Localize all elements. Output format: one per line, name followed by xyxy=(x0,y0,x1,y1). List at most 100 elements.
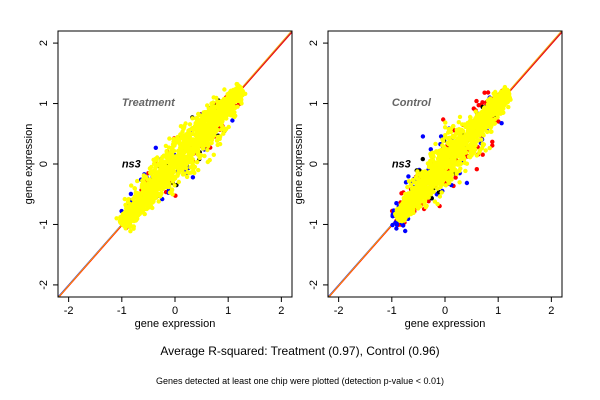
data-point xyxy=(221,99,226,104)
data-point xyxy=(492,121,497,126)
data-point xyxy=(163,159,168,164)
data-point xyxy=(442,125,448,130)
data-point xyxy=(437,194,443,199)
data-point xyxy=(455,141,460,146)
data-point xyxy=(194,159,200,165)
data-point xyxy=(233,88,238,93)
data-point xyxy=(231,103,236,108)
data-point xyxy=(440,158,445,163)
data-point xyxy=(127,217,132,222)
data-point xyxy=(196,167,201,173)
data-point xyxy=(128,229,133,234)
data-point xyxy=(485,90,491,95)
data-point xyxy=(151,191,157,197)
data-point xyxy=(214,119,219,124)
data-point xyxy=(160,154,165,160)
data-point xyxy=(204,136,210,142)
data-point xyxy=(185,155,190,161)
data-point xyxy=(426,199,431,204)
data-point xyxy=(480,143,486,148)
data-point xyxy=(488,114,493,119)
data-point xyxy=(141,177,146,182)
panel-treatment: -2 -1 0 1 2 -2 -1 0 1 2 gene expression gene expres… xyxy=(23,30,293,330)
y-axis-label: gene expression xyxy=(23,124,35,205)
data-point xyxy=(489,123,494,129)
data-point xyxy=(219,127,224,132)
data-point xyxy=(495,112,500,118)
data-point xyxy=(133,195,138,200)
data-point xyxy=(235,82,240,87)
data-point xyxy=(490,117,495,123)
data-point xyxy=(187,122,193,127)
data-point xyxy=(205,103,210,108)
data-point xyxy=(481,106,487,111)
panel-title: Treatment xyxy=(122,97,176,109)
data-point xyxy=(393,220,398,225)
data-point xyxy=(210,135,215,140)
data-point xyxy=(459,147,465,153)
data-point xyxy=(168,166,173,172)
data-point xyxy=(185,138,190,143)
data-point xyxy=(477,111,482,117)
data-point xyxy=(502,90,508,95)
data-point xyxy=(474,167,479,172)
data-point xyxy=(477,150,482,155)
y-tick-label: 0 xyxy=(38,161,50,167)
data-point xyxy=(189,170,194,175)
x-tick-label: 2 xyxy=(278,305,284,317)
data-point xyxy=(462,160,467,166)
data-point xyxy=(462,122,467,127)
data-point xyxy=(211,152,216,157)
data-point xyxy=(152,196,157,201)
data-point xyxy=(209,101,214,106)
data-point xyxy=(406,174,411,179)
x-tick-label: -1 xyxy=(117,305,127,317)
data-point xyxy=(457,152,462,157)
data-point xyxy=(410,177,415,183)
data-point xyxy=(148,194,154,199)
data-point xyxy=(490,139,495,144)
data-point xyxy=(466,154,472,159)
data-point xyxy=(177,164,182,169)
data-point xyxy=(453,175,458,180)
data-point xyxy=(210,116,216,121)
data-point xyxy=(456,159,461,164)
data-point xyxy=(214,95,219,101)
data-point xyxy=(180,168,185,174)
data-point xyxy=(213,110,218,115)
data-point xyxy=(474,139,479,144)
data-point xyxy=(443,120,448,125)
data-point xyxy=(395,208,401,213)
data-point xyxy=(455,128,460,133)
data-point xyxy=(201,110,206,115)
data-point xyxy=(451,133,457,139)
data-point xyxy=(152,177,157,182)
data-point xyxy=(127,224,133,229)
data-point xyxy=(473,131,479,136)
annotation-label: ns3 xyxy=(122,159,141,171)
data-point xyxy=(205,147,210,153)
x-tick-label: -1 xyxy=(387,305,397,317)
data-point xyxy=(238,86,244,91)
data-point xyxy=(483,148,488,153)
data-point xyxy=(122,196,128,202)
data-point xyxy=(413,194,418,199)
x-axis-label: gene expression xyxy=(135,318,216,330)
data-point xyxy=(221,104,226,109)
data-point xyxy=(231,95,236,100)
data-point xyxy=(445,140,450,146)
data-point xyxy=(126,206,131,212)
data-point xyxy=(128,191,134,197)
data-point xyxy=(414,203,419,209)
data-point xyxy=(146,202,151,207)
data-point xyxy=(131,226,136,231)
data-point xyxy=(443,133,448,138)
panel-title: Control xyxy=(392,97,432,109)
data-point xyxy=(425,170,430,175)
data-point xyxy=(214,138,220,143)
data-point xyxy=(420,171,425,176)
data-point xyxy=(394,226,399,231)
data-point xyxy=(502,97,507,102)
data-point xyxy=(446,159,452,164)
